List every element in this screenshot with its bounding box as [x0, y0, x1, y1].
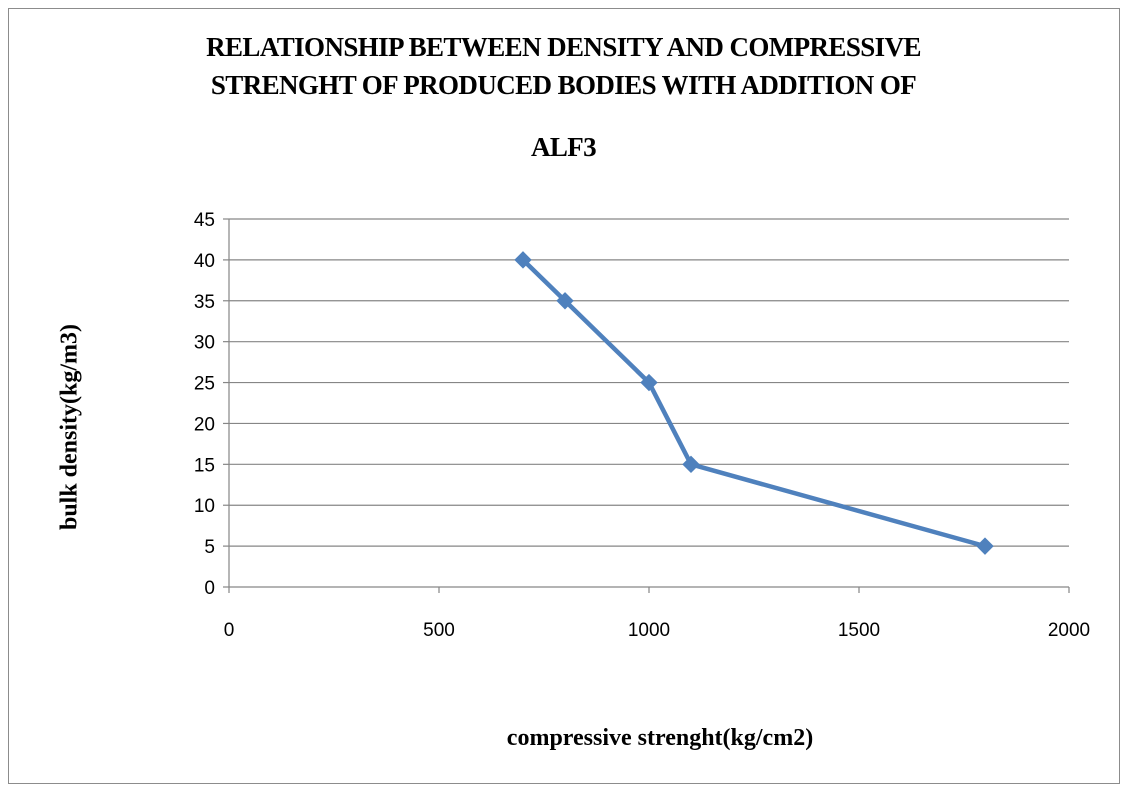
series-line-0 — [520, 257, 988, 549]
gridlines — [229, 218, 1069, 547]
x-tick-label: 1000 — [628, 620, 670, 641]
x-tick-label: 500 — [423, 620, 455, 641]
data-point-0-4 — [976, 537, 994, 555]
y-tick-label: 5 — [204, 537, 215, 558]
x-axis-label: compressive strenght(kg/cm2) — [506, 725, 814, 751]
y-axis-label: bulk density(kg/m3) — [56, 323, 83, 531]
chart-title-line-3: ALF3 — [530, 132, 597, 162]
series-layer — [514, 251, 994, 555]
axes — [223, 218, 1070, 593]
y-tick-label: 0 — [204, 578, 215, 599]
y-tick-label: 25 — [194, 374, 215, 395]
y-tick-label: 45 — [194, 210, 215, 231]
chart-title-line-2: STRENGHT OF PRODUCED BODIES WITH ADDITIO… — [210, 70, 917, 100]
x-tick-label: 1500 — [838, 620, 880, 641]
y-tick-label: 30 — [194, 333, 215, 354]
chart-title-line-1: RELATIONSHIP BETWEEN DENSITY AND COMPRES… — [206, 32, 921, 62]
y-tick-label: 10 — [194, 496, 215, 517]
chart-frame — [8, 8, 1120, 784]
x-tick-label: 0 — [224, 620, 235, 641]
y-tick-label: 40 — [194, 251, 215, 272]
data-point-0-3 — [682, 455, 700, 474]
y-tick-label: 35 — [194, 292, 215, 313]
data-point-0-2 — [640, 373, 658, 392]
y-tick-label: 15 — [194, 455, 215, 476]
y-tick-label: 20 — [194, 414, 215, 435]
data-point-0-0 — [514, 251, 532, 269]
tick-labels: 0 5 10 15 20 25 30 35 40 45 0 500 1000 1500 2000 — [194, 210, 1090, 641]
x-tick-label: 2000 — [1048, 620, 1090, 641]
data-point-0-1 — [556, 292, 574, 310]
